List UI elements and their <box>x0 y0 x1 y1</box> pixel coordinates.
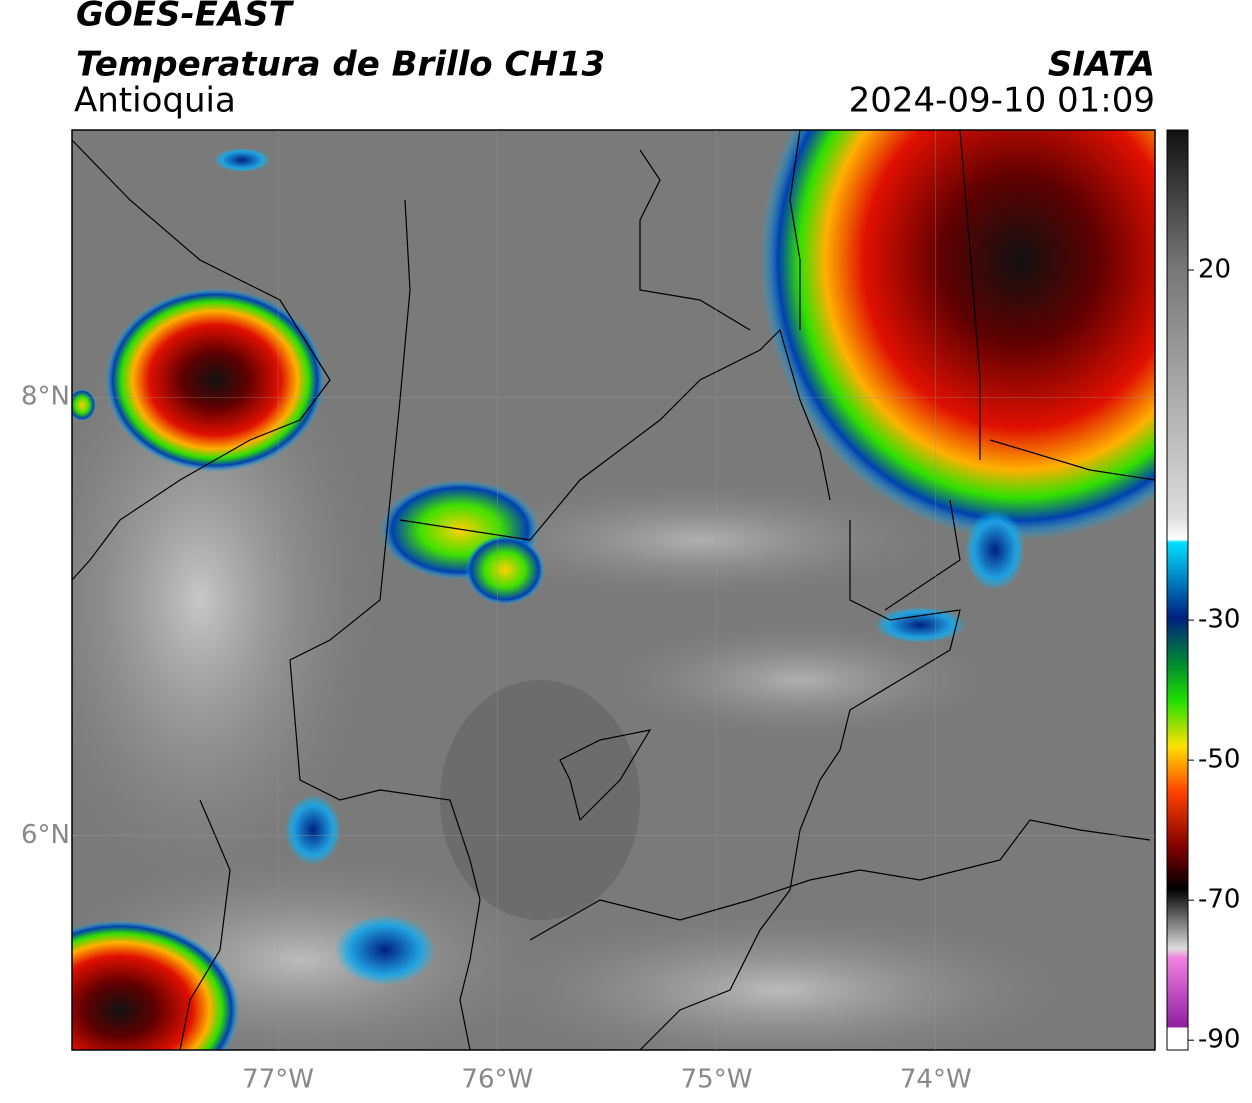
lon-tick-label: 75°W <box>681 1065 753 1095</box>
region: Antioquia <box>74 81 236 121</box>
colorbar-tick-label: -70 <box>1198 885 1240 915</box>
timestamp: 2024-09-10 01:09 <box>849 81 1155 121</box>
colorbar-tick-label: 20 <box>1198 255 1231 285</box>
lon-tick-label: 77°W <box>242 1065 314 1095</box>
colorbar-tick-label: -90 <box>1198 1025 1240 1055</box>
source: SIATA <box>1048 45 1155 85</box>
subtitle: Temperatura de Brillo CH13 <box>76 45 605 85</box>
colorbar-tick-label: -30 <box>1198 605 1240 635</box>
title: GOES-EAST <box>76 0 295 35</box>
lat-tick-label: 6°N <box>21 820 70 850</box>
lat-tick-label: 8°N <box>21 382 70 412</box>
lon-tick-label: 76°W <box>461 1065 533 1095</box>
lon-tick-label: 74°W <box>900 1065 972 1095</box>
colorbar-tick-label: -50 <box>1198 745 1240 775</box>
colorbar <box>1166 129 1189 1051</box>
map-frame <box>71 129 1156 1051</box>
